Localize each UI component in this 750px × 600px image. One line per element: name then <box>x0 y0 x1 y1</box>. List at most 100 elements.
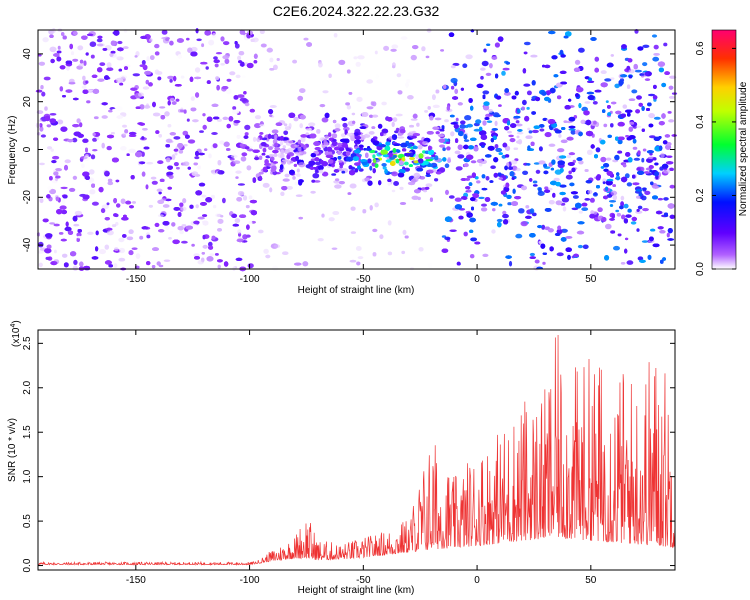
spectrogram-cell <box>411 178 417 183</box>
spectrogram-cell <box>629 121 635 125</box>
spectrogram-cell <box>249 108 255 113</box>
snr-frame <box>37 329 676 571</box>
spectrogram-cell <box>414 189 421 194</box>
spectrogram-cell <box>445 189 449 195</box>
spectrogram-cell <box>174 84 182 87</box>
spectrogram-cell <box>120 198 126 204</box>
spectrogram-cell <box>544 186 549 190</box>
spectrogram-cell <box>214 63 219 68</box>
spectrogram-cell <box>177 226 184 231</box>
spectrogram-cell <box>367 180 373 186</box>
spectrogram-cell <box>516 131 524 135</box>
spectrogram-cell <box>59 205 67 210</box>
spectrogram-cell <box>391 44 399 49</box>
spectrogram-cell <box>187 166 191 170</box>
spectrogram-cell <box>483 101 490 106</box>
snr-series <box>37 335 676 567</box>
spectrogram-cell <box>465 186 471 190</box>
spectrogram-cell <box>146 261 151 266</box>
spectrogram-cell <box>189 204 194 209</box>
spectrogram-cell <box>67 230 74 235</box>
spectrogram-cell <box>294 144 300 147</box>
spectrogram-cell <box>604 254 610 261</box>
spectrogram-cell <box>152 101 156 108</box>
spectrogram-cell <box>402 229 407 235</box>
spectrogram-cell <box>201 194 207 198</box>
spectrogram-cell <box>53 171 59 176</box>
spectrogram-cell <box>554 232 561 236</box>
spectrogram-cell <box>359 147 364 151</box>
spectrogram-cell <box>331 164 335 168</box>
spectrogram-cell <box>202 244 208 249</box>
spectrogram-cell <box>283 130 289 136</box>
spectrogram-cell <box>37 250 45 254</box>
spectrogram-cell <box>176 38 184 43</box>
spectrogram-cell <box>542 64 546 68</box>
spectrogram-cell <box>175 98 180 102</box>
spectrogram-cell <box>44 248 52 254</box>
spectrogram-cell <box>150 176 157 180</box>
spectrogram-cell <box>664 71 670 75</box>
spectrogram-cell <box>104 244 110 250</box>
spectrogram-cell <box>372 154 376 159</box>
spectrogram-cell <box>65 89 73 93</box>
spectrogram-cell <box>406 78 411 84</box>
spectrogram-cell <box>495 95 502 100</box>
spectrogram-cell <box>652 243 660 248</box>
spectrogram-cell <box>213 56 218 60</box>
spectrogram-cell <box>481 207 488 212</box>
x-tick-label: -100 <box>240 274 260 285</box>
spectrogram-cell <box>450 77 458 84</box>
spectrogram-cell <box>128 134 137 137</box>
spectrogram-cell <box>661 113 666 119</box>
spectrogram-cell <box>544 132 552 138</box>
spectrogram-cell <box>323 139 327 144</box>
spectrogram-cell <box>118 257 126 262</box>
spectrogram-cell <box>543 163 547 168</box>
spectrogram-cell <box>647 102 652 107</box>
spectrogram-cell <box>636 195 641 199</box>
spectrogram-cell <box>532 180 538 184</box>
spectrogram-cell <box>262 182 270 188</box>
spectrogram-cell <box>299 123 304 129</box>
spectrogram-cell <box>371 126 376 129</box>
spectrogram-cell <box>653 84 657 89</box>
spectrogram-cell <box>625 214 632 218</box>
spectrogram-cell <box>444 119 449 123</box>
spectrogram-cell <box>555 200 563 206</box>
spectrogram-cell <box>666 232 670 238</box>
spectrogram-cell <box>568 116 576 122</box>
spectrogram-cell <box>208 241 213 247</box>
spectrogram-cell <box>658 145 663 151</box>
spectrogram-cell <box>60 238 67 242</box>
spectrogram-cell <box>100 208 106 214</box>
spectrogram-cell <box>38 119 43 122</box>
spectrogram-cell <box>376 159 380 163</box>
spectrogram-cell <box>158 134 162 138</box>
spectrogram-cell <box>410 135 417 139</box>
spectrogram-cell <box>432 104 440 108</box>
spectrogram-cell <box>171 222 176 227</box>
spectrogram-cell <box>148 204 153 208</box>
spectrogram-cell <box>607 105 611 109</box>
spectrogram-cell <box>557 160 565 165</box>
spectrogram-cell <box>479 130 487 136</box>
spectrogram-cell <box>46 194 51 199</box>
spectrogram-cell <box>341 142 348 148</box>
spectrogram-cell <box>125 200 132 205</box>
spectrogram-cell <box>647 254 652 260</box>
spectrogram-cell <box>118 247 125 254</box>
spectrogram-cell <box>590 144 595 149</box>
spectrogram-cell <box>584 169 589 172</box>
spectrogram-cell <box>381 128 389 134</box>
spectrogram-cell <box>185 134 190 139</box>
spectrogram-cell <box>295 194 303 197</box>
spectrogram-cell <box>576 157 583 161</box>
spectrogram-cell <box>317 238 324 242</box>
y-tick-label: 0 <box>22 146 33 152</box>
spectrogram-cell <box>167 165 173 170</box>
spectrogram-cell <box>401 250 406 255</box>
spectrogram-cell <box>523 51 528 55</box>
spectrogram-cell <box>43 76 51 81</box>
snr-y-axis: 0.00.51.01.52.02.5 <box>22 336 675 573</box>
